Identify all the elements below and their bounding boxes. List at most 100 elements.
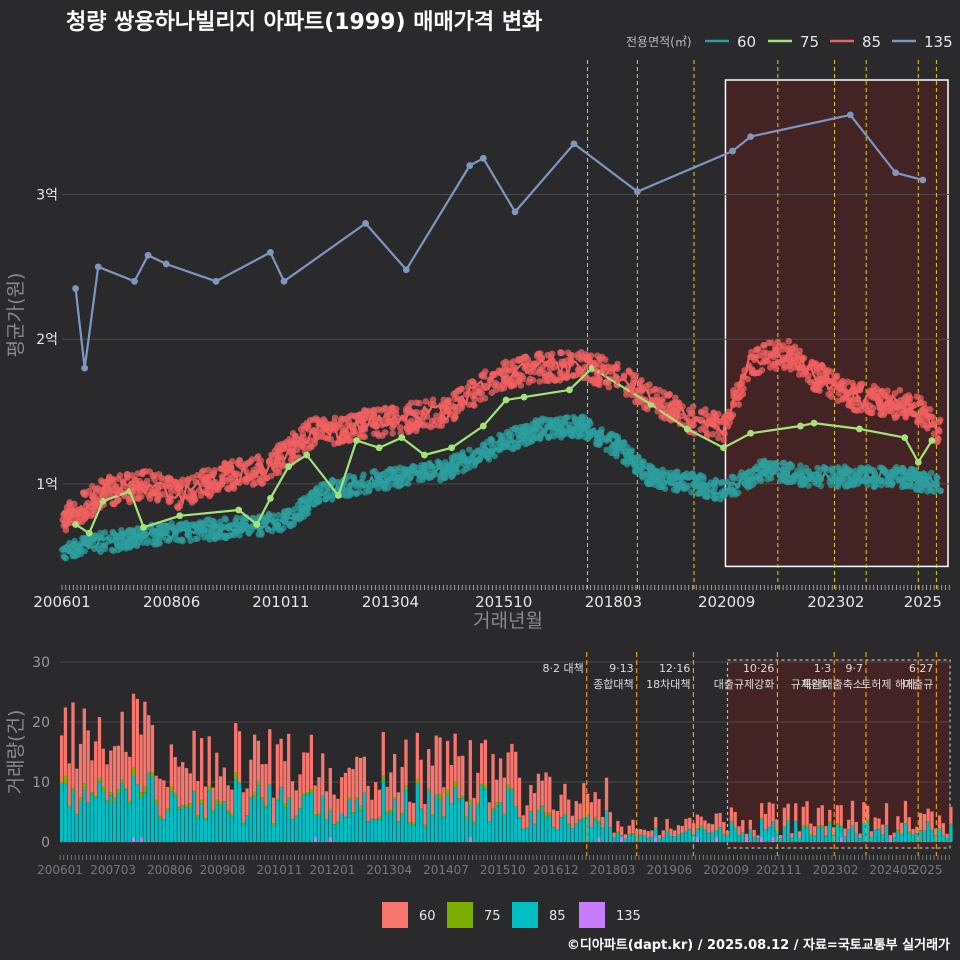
- volume-bar: [453, 733, 457, 782]
- data-point: [768, 339, 776, 347]
- data-point: [345, 431, 352, 438]
- data-point: [663, 391, 671, 399]
- volume-bar: [302, 793, 306, 796]
- volume-bar: [756, 838, 760, 842]
- volume-bar: [820, 805, 824, 826]
- volume-bar: [491, 808, 495, 811]
- data-point: [258, 480, 265, 487]
- volume-bar: [63, 775, 68, 784]
- data-point: [772, 365, 780, 372]
- volume-bar: [949, 823, 953, 825]
- data-point: [128, 472, 136, 479]
- volume-bar: [483, 785, 488, 790]
- volume-bar: [287, 797, 291, 799]
- volume-bar: [162, 819, 166, 842]
- volume-bar: [230, 816, 234, 842]
- volume-bar: [215, 803, 219, 842]
- volume-bar: [442, 816, 446, 818]
- volume-bar: [97, 777, 102, 782]
- volume-bar: [506, 784, 510, 789]
- volume-bar: [298, 808, 302, 809]
- volume-bar: [540, 805, 544, 807]
- volume-bar: [517, 777, 522, 818]
- volume-bar: [831, 835, 836, 836]
- data-point: [466, 401, 473, 408]
- data-point: [311, 436, 319, 444]
- volume-bar: [816, 807, 821, 826]
- data-point: [469, 378, 476, 385]
- volume-bar: [854, 833, 858, 842]
- series-135-marker: [892, 169, 900, 177]
- volume-bar: [230, 813, 234, 817]
- data-point: [922, 422, 930, 430]
- volume-bar: [75, 814, 79, 815]
- data-point: [292, 432, 299, 440]
- volume-bar: [578, 819, 582, 821]
- volume-bar: [646, 837, 650, 842]
- data-point: [398, 481, 405, 488]
- series-75-marker: [140, 523, 147, 531]
- data-point: [518, 427, 526, 434]
- policy-label: 대출규제강화: [714, 678, 775, 691]
- volume-bar: [75, 814, 79, 842]
- series-75-marker: [235, 506, 243, 514]
- volume-bar: [226, 812, 230, 842]
- volume-bar: [601, 816, 605, 828]
- volume-bar: [173, 793, 177, 797]
- data-point: [834, 464, 842, 471]
- volume-bar: [94, 741, 98, 796]
- data-point: [828, 393, 835, 400]
- volume-bar: [627, 834, 631, 835]
- volume-bar: [805, 801, 809, 826]
- y-tick-label: 20: [32, 715, 50, 731]
- volume-bar: [143, 792, 147, 842]
- volume-bar: [147, 771, 151, 774]
- data-point: [542, 416, 550, 423]
- data-point: [84, 510, 92, 518]
- volume-bar: [934, 828, 938, 836]
- volume-bar: [131, 775, 136, 842]
- volume-bar: [945, 838, 949, 842]
- volume-bar: [551, 809, 556, 827]
- volume-bar: [430, 765, 435, 815]
- data-point: [524, 422, 532, 430]
- volume-bar: [881, 834, 885, 842]
- data-point: [712, 495, 719, 502]
- volume-bar: [873, 817, 877, 830]
- data-point: [375, 432, 382, 439]
- volume-bar: [411, 824, 416, 842]
- data-point: [515, 357, 522, 364]
- volume-bar: [188, 803, 192, 807]
- volume-bar: [427, 749, 431, 789]
- volume-bar: [389, 809, 393, 813]
- volume-bar: [158, 815, 162, 818]
- y-axis-title: 거래량(건): [5, 710, 27, 795]
- x-tick-label: 201011: [256, 863, 302, 877]
- data-point: [543, 377, 551, 384]
- volume-bar: [903, 823, 908, 842]
- x-tick-label: 201803: [585, 593, 642, 611]
- volume-bar: [78, 743, 83, 798]
- data-point: [530, 434, 537, 442]
- data-point: [787, 366, 794, 373]
- volume-bar: [828, 821, 832, 824]
- volume-bar: [771, 837, 775, 842]
- volume-bar: [555, 829, 559, 842]
- volume-bar: [370, 818, 374, 820]
- data-point: [481, 394, 489, 402]
- volume-bar: [638, 834, 643, 835]
- data-point: [580, 413, 588, 421]
- legend-swatch-60: [382, 902, 408, 928]
- volume-bar: [934, 835, 938, 836]
- y-tick-label: 30: [32, 655, 50, 671]
- volume-bar: [82, 783, 86, 791]
- volume-bar: [415, 783, 419, 842]
- volume-bar: [461, 755, 465, 796]
- volume-bar: [945, 833, 949, 839]
- data-point: [880, 411, 888, 418]
- data-point: [118, 527, 125, 534]
- volume-bar: [529, 785, 533, 812]
- volume-bar: [184, 807, 189, 842]
- data-point: [557, 349, 564, 356]
- data-point: [450, 390, 457, 398]
